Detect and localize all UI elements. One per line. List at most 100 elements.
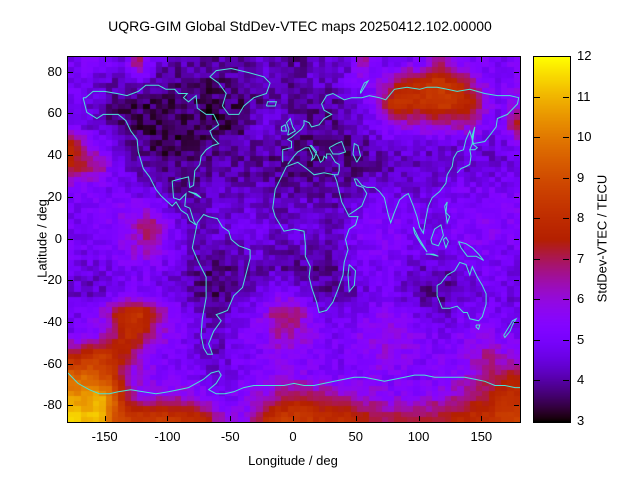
y-tick-mark <box>514 155 519 157</box>
colorbar-tick-mark <box>563 258 569 260</box>
colorbar-tick-mark <box>563 177 569 179</box>
y-tick-mark <box>68 155 73 157</box>
x-tick-mark <box>418 57 420 62</box>
colorbar-tick-label: 3 <box>577 413 585 428</box>
colorbar <box>533 56 571 423</box>
colorbar-tick-label: 9 <box>577 169 585 185</box>
x-tick-mark <box>293 57 294 62</box>
coastline-path <box>471 126 476 144</box>
coastline-path <box>328 140 347 155</box>
coastline-path <box>458 241 484 261</box>
y-tick-mark <box>68 196 73 198</box>
x-tick-mark <box>418 416 420 421</box>
y-tick-mark <box>68 405 73 407</box>
y-tick-mark <box>514 363 519 365</box>
colorbar-tick-mark <box>563 380 569 382</box>
y-tick-label: 40 <box>47 147 62 163</box>
x-tick-label: 50 <box>348 429 363 444</box>
colorbar-tick-label: 11 <box>577 88 591 104</box>
x-tick-mark <box>481 57 483 62</box>
y-tick-label: -60 <box>43 355 62 371</box>
y-tick-mark <box>514 113 519 115</box>
colorbar-tick-mark <box>534 339 540 341</box>
x-tick-mark <box>293 416 294 421</box>
coastline-path <box>352 142 362 163</box>
colorbar-tick-mark <box>534 380 540 382</box>
y-tick-label: 0 <box>54 230 62 246</box>
colorbar-tick-mark <box>563 299 569 301</box>
coastline-overlay <box>68 67 520 395</box>
x-tick-mark <box>355 57 357 62</box>
coastline-path <box>209 67 271 115</box>
coastline-path <box>82 84 220 226</box>
y-tick-mark <box>514 280 519 282</box>
colorbar-tick-mark <box>563 96 569 98</box>
x-tick-mark <box>230 416 232 421</box>
colorbar-gradient-canvas <box>534 57 570 422</box>
colorbar-tick-mark <box>534 258 540 260</box>
colorbar-tick-mark <box>563 218 569 220</box>
colorbar-label: StdDev-VTEC / TECU <box>594 174 610 303</box>
coastline-path <box>191 213 251 355</box>
colorbar-tick-mark <box>534 96 540 98</box>
y-tick-label: 20 <box>47 188 62 204</box>
colorbar-tick-mark <box>563 339 569 341</box>
coastline-path <box>444 201 451 225</box>
coastline-path <box>456 142 479 174</box>
y-tick-mark <box>68 238 73 240</box>
coastline-path <box>280 124 288 132</box>
colorbar-tick-mark <box>534 137 540 139</box>
coastline-path <box>282 86 520 235</box>
coastline-path <box>412 226 428 253</box>
colorbar-tick-mark <box>534 177 540 179</box>
coastline-path <box>347 264 357 293</box>
colorbar-tick-label: 6 <box>577 291 585 307</box>
coastline-path <box>188 191 202 199</box>
colorbar-tick-label: 10 <box>577 129 592 145</box>
y-tick-mark <box>68 280 73 282</box>
y-tick-label: -80 <box>43 397 62 413</box>
colorbar-tick-mark <box>534 299 540 301</box>
coastline-path <box>285 117 297 136</box>
colorbar-tick-label: 5 <box>577 331 585 347</box>
x-tick-mark <box>355 416 357 421</box>
x-tick-mark <box>167 57 169 62</box>
y-tick-label: -20 <box>43 272 62 288</box>
y-tick-label: 60 <box>47 105 62 121</box>
coastline-path <box>272 161 359 314</box>
coastline-path <box>503 317 518 339</box>
coastline-path <box>475 324 481 331</box>
y-tick-label: 80 <box>47 63 62 79</box>
coastline-path <box>436 261 487 322</box>
y-tick-mark <box>514 238 519 240</box>
y-tick-mark <box>514 71 519 73</box>
colorbar-tick-label: 7 <box>577 250 585 266</box>
y-tick-mark <box>514 196 519 198</box>
x-tick-mark <box>481 416 483 421</box>
x-tick-label: -150 <box>91 429 118 444</box>
x-tick-mark <box>104 416 106 421</box>
colorbar-tick-mark <box>534 218 540 220</box>
colorbar-tick-label: 4 <box>577 372 585 388</box>
y-tick-mark <box>68 71 73 73</box>
y-tick-mark <box>68 321 73 323</box>
coastline-path <box>442 236 449 250</box>
x-tick-label: -100 <box>154 429 181 444</box>
x-axis-label: Longitude / deg <box>248 453 338 468</box>
coastline-path <box>287 145 340 176</box>
y-tick-mark <box>514 321 519 323</box>
coastline-path <box>425 253 439 257</box>
x-tick-mark <box>230 57 232 62</box>
x-tick-label: 100 <box>407 429 430 444</box>
y-tick-mark <box>68 113 73 115</box>
colorbar-tick-label: 8 <box>577 210 585 226</box>
x-tick-mark <box>167 416 169 421</box>
x-tick-label: 150 <box>470 429 493 444</box>
map-plot-area <box>67 56 521 423</box>
y-tick-label: -40 <box>43 313 62 329</box>
x-tick-mark <box>104 57 106 62</box>
coastline-path <box>360 79 370 94</box>
y-tick-mark <box>68 363 73 365</box>
colorbar-tick-label: 12 <box>577 48 592 63</box>
